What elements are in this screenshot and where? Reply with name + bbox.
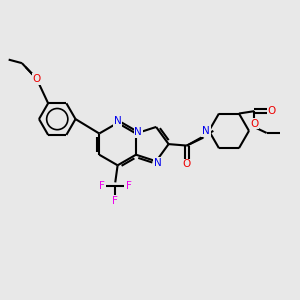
Text: N: N [154, 158, 161, 168]
Text: F: F [99, 181, 105, 191]
Text: O: O [250, 118, 258, 128]
Text: F: F [112, 196, 118, 206]
Text: N: N [202, 126, 210, 136]
Text: N: N [134, 127, 142, 137]
Text: O: O [268, 106, 276, 116]
Text: O: O [183, 159, 191, 170]
Text: O: O [32, 74, 41, 84]
Text: F: F [126, 181, 131, 191]
Text: N: N [114, 116, 122, 126]
